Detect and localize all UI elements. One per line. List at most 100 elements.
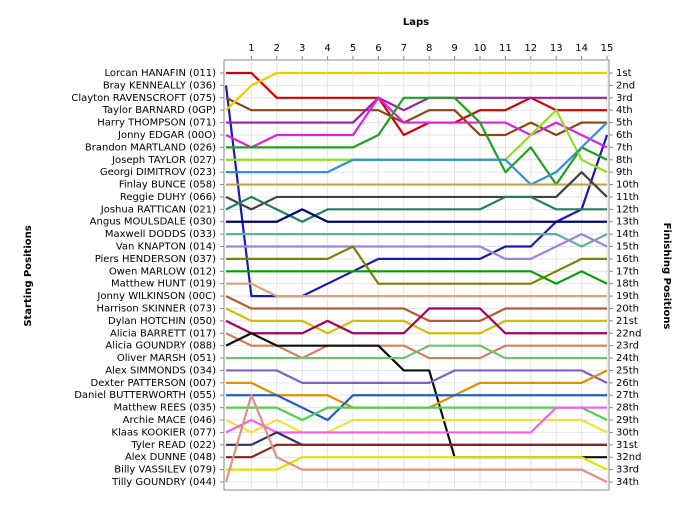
x-tick-label: 6 <box>375 43 381 54</box>
x-tick-label: 4 <box>324 43 330 54</box>
series-label: Jonny EDGAR (00O) <box>117 130 216 141</box>
series-label: Alicia GOUNDRY (088) <box>105 341 216 352</box>
y-tick-label: 5th <box>616 118 633 129</box>
series-label: Reggie DUHY (066) <box>120 192 216 203</box>
y-tick-label: 19th <box>616 291 639 302</box>
y-tick-label: 29th <box>616 415 639 426</box>
y-tick-label: 21st <box>616 316 638 327</box>
y-tick-label: 32nd <box>616 452 641 463</box>
series-line <box>225 307 607 335</box>
series-line <box>226 96 608 186</box>
y-tick-label: 23rd <box>616 341 639 352</box>
series-label: Matthew REES (035) <box>114 403 217 414</box>
series-label: Joshua RATTICAN (021) <box>100 204 216 215</box>
series-line <box>224 394 608 483</box>
series-label: Alicia BARRETT (017) <box>110 328 216 339</box>
series-label: Alex SIMMONDS (034) <box>105 365 216 376</box>
y-tick-label: 31st <box>616 440 638 451</box>
series-label: Taylor BARNARD (0GP) <box>102 105 217 116</box>
y-tick-label: 3rd <box>616 93 633 104</box>
y-axis-title-left: Starting Positions <box>23 225 34 326</box>
series-label: Billy VASSILEV (079) <box>114 465 216 476</box>
x-tick-label: 14 <box>575 43 588 54</box>
series-label: Daniel BUTTERWORTH (055) <box>74 390 216 401</box>
x-tick-label: 8 <box>426 43 432 54</box>
y-tick-label: 9th <box>616 167 633 178</box>
series-label: Georgi DIMITROV (023) <box>100 167 216 178</box>
series-label: Matthew HUNT (019) <box>111 279 216 290</box>
y-tick-label: 12th <box>616 204 639 215</box>
series-line <box>226 96 607 124</box>
series-label: Alex DUNNE (048) <box>125 452 216 463</box>
x-tick-label: 9 <box>451 43 457 54</box>
series-line <box>226 369 608 409</box>
y-axis-title-right: Finishing Positions <box>661 223 672 330</box>
series-label: Piers HENDERSON (037) <box>95 254 216 265</box>
x-tick-label: 15 <box>601 43 614 54</box>
y-tick-label: 22nd <box>616 328 641 339</box>
series-line <box>225 295 607 322</box>
y-tick-label: 25th <box>616 365 639 376</box>
series-label: Joseph TAYLOR (027) <box>111 155 216 166</box>
y-tick-label: 28th <box>616 403 639 414</box>
y-tick-label: 14th <box>616 229 639 240</box>
y-tick-label: 6th <box>616 130 633 141</box>
series-label: Archie MACE (046) <box>123 415 216 426</box>
y-tick-label: 2nd <box>616 80 635 91</box>
series-line <box>226 406 608 422</box>
series-line <box>226 282 607 298</box>
y-tick-label: 33rd <box>616 465 639 476</box>
series-label: Maxwell DODDS (033) <box>105 229 216 240</box>
series-line <box>225 406 607 434</box>
x-tick-label: 12 <box>524 43 537 54</box>
series-line <box>226 109 608 174</box>
series-label: Oliver MARSH (051) <box>117 353 216 364</box>
y-tick-label: 4th <box>616 105 633 116</box>
series-label: Dylan HOTCHIN (050) <box>108 316 216 327</box>
series-line <box>226 431 607 446</box>
x-tick-label: 3 <box>299 43 305 54</box>
chart-title: Laps <box>403 17 429 28</box>
series-label: Brandon MARTLAND (026) <box>85 142 216 153</box>
y-tick-label: 16th <box>616 254 639 265</box>
series-label: Owen MARLOW (012) <box>109 266 216 277</box>
x-tick-label: 7 <box>401 43 407 54</box>
series-line <box>226 443 607 459</box>
y-tick-label: 18th <box>616 279 639 290</box>
series-line <box>226 233 608 248</box>
x-tick-label: 5 <box>350 43 356 54</box>
series-label: Bray KENNEALLY (036) <box>103 80 216 91</box>
y-tick-label: 34th <box>616 477 639 488</box>
series-line <box>225 171 608 211</box>
series-line <box>226 233 608 261</box>
y-tick-label: 7th <box>616 142 633 153</box>
series-label: Harrison SKINNER (073) <box>97 303 217 314</box>
y-tick-label: 30th <box>616 427 639 438</box>
y-tick-label: 11th <box>616 192 639 203</box>
x-tick-label: 10 <box>474 43 487 54</box>
y-tick-label: 10th <box>616 180 639 191</box>
series-line <box>225 307 607 335</box>
series-line <box>226 344 607 360</box>
series-label: Van KNAPTON (014) <box>116 242 216 253</box>
series-label: Dexter PATTERSON (007) <box>91 378 217 389</box>
series-line <box>225 96 608 149</box>
x-tick-label: 1 <box>248 43 254 54</box>
series-line <box>226 456 608 471</box>
y-tick-label: 26th <box>616 378 639 389</box>
series-line <box>225 71 607 111</box>
x-tick-label: 11 <box>499 43 512 54</box>
series-line <box>226 71 607 137</box>
series-line <box>226 208 607 223</box>
series-label: Angus MOULSDALE (030) <box>90 217 216 228</box>
series-line <box>226 270 608 285</box>
series-label: Tyler READ (022) <box>130 440 216 451</box>
series-label: Klaas KOOKIER (077) <box>111 427 216 438</box>
series-line <box>226 245 607 285</box>
series-line <box>226 394 607 422</box>
series-label: Jonny WILKINSON (00C) <box>96 291 216 302</box>
series-line <box>226 121 608 186</box>
series-label: Lorcan HANAFIN (011) <box>105 68 217 79</box>
y-tick-label: 15th <box>616 242 639 253</box>
